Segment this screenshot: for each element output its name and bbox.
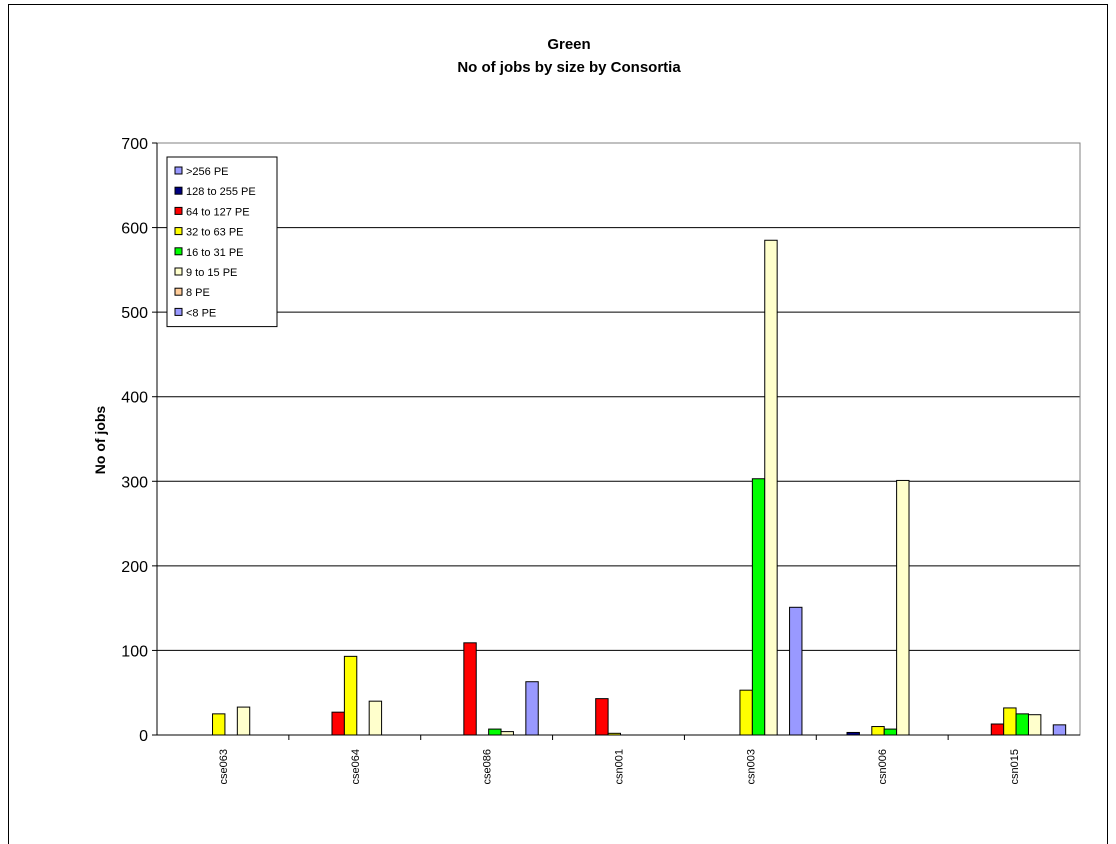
legend-entry: >256 PE: [186, 166, 229, 178]
y-tick-label: 200: [121, 559, 148, 576]
bar: [1003, 707, 1017, 736]
y-axis-label: No of jobs: [92, 406, 108, 475]
y-tick-label: 300: [121, 474, 148, 491]
bar: [871, 726, 885, 736]
legend-swatch: [174, 186, 183, 195]
legend-entry: 9 to 15 PE: [186, 267, 237, 279]
legend-swatch: [174, 287, 183, 296]
x-tick-label: cse086: [482, 749, 494, 784]
bar: [500, 731, 514, 736]
bar: [1052, 724, 1067, 736]
legend-box: [166, 156, 278, 328]
legend-swatch: [174, 227, 183, 236]
y-tick-label: 600: [121, 221, 148, 238]
bar: [343, 655, 358, 736]
chart-subtitle: No of jobs by size by Consortia: [457, 59, 681, 76]
y-tick-label: 0: [139, 728, 148, 745]
axes: 0 100 200 300 400 500 600 700 cse063 cse064 cse086…: [121, 136, 1080, 784]
y-tick-label: 700: [121, 136, 148, 153]
bars: [212, 239, 1067, 736]
legend-swatch: [174, 267, 183, 276]
legend-swatch: [174, 166, 183, 175]
bar: [1015, 713, 1029, 736]
bar: [883, 728, 898, 736]
bar: [1027, 714, 1042, 736]
legend-entry: <8 PE: [186, 307, 216, 319]
bar: [595, 698, 609, 736]
x-tick-label: csn006: [877, 749, 889, 784]
y-tick-label: 100: [121, 643, 148, 660]
bar: [331, 711, 345, 736]
legend-swatch: [174, 307, 183, 316]
plot-area: [156, 142, 1081, 736]
chart-frame: Green No of jobs by size by Consortia No…: [8, 4, 1108, 844]
chart-title: Green: [547, 36, 590, 53]
bar: [488, 728, 502, 736]
bar: [368, 700, 383, 736]
legend-swatch: [174, 206, 183, 215]
legend-swatch: [174, 247, 183, 256]
bar-chart: Green No of jobs by size by Consortia No…: [92, 36, 1081, 784]
bar: [525, 681, 539, 736]
legend-entry: 128 to 255 PE: [186, 186, 256, 198]
bar: [212, 713, 226, 736]
bar: [764, 239, 778, 736]
bar: [896, 479, 910, 736]
legend-entry: 16 to 31 PE: [186, 247, 244, 259]
x-tick-label: csn001: [614, 749, 626, 784]
bar: [236, 706, 251, 736]
bar: [751, 478, 766, 736]
legend-entry: 32 to 63 PE: [186, 227, 244, 239]
legend: >256 PE 128 to 255 PE 64 to 127 PE 32 to 63…: [166, 156, 278, 328]
x-tick-label: cse064: [350, 749, 362, 784]
x-tick-label: cse063: [218, 749, 230, 784]
legend-entry: 64 to 127 PE: [186, 206, 250, 218]
gridlines: [157, 142, 1080, 651]
bar: [789, 606, 803, 736]
x-tick-label: csn015: [1009, 749, 1021, 784]
bar: [739, 689, 753, 736]
y-tick-label: 400: [121, 390, 148, 407]
bar: [463, 642, 477, 736]
x-tick-label: csn003: [745, 749, 757, 784]
bar: [990, 723, 1005, 736]
legend-entry: 8 PE: [186, 287, 210, 299]
y-tick-label: 500: [121, 305, 148, 322]
